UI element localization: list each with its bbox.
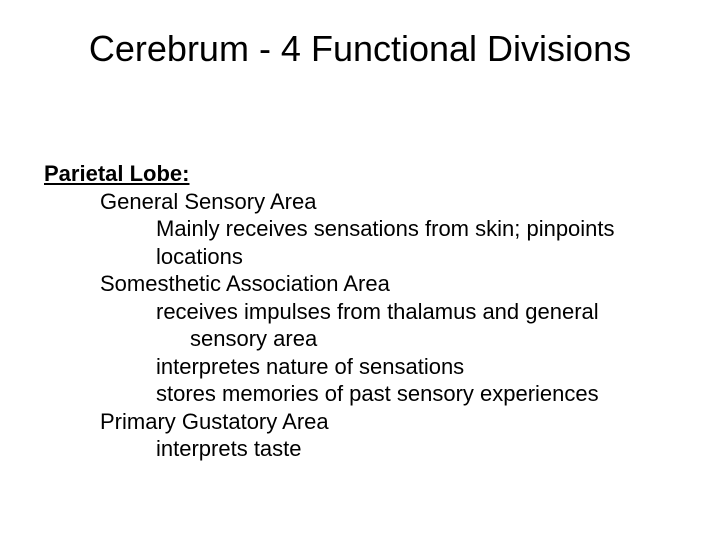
area-detail: sensory area <box>44 325 684 353</box>
lobe-header: Parietal Lobe: <box>44 160 684 188</box>
area-detail: interpretes nature of sensations <box>44 353 684 381</box>
area-name: Somesthetic Association Area <box>44 270 684 298</box>
slide: Cerebrum - 4 Functional Divisions Pariet… <box>0 0 720 540</box>
content-block: Parietal Lobe: General Sensory Area Main… <box>44 160 684 463</box>
area-detail: receives impulses from thalamus and gene… <box>44 298 684 326</box>
slide-title: Cerebrum - 4 Functional Divisions <box>0 28 720 70</box>
area-detail: interprets taste <box>44 435 684 463</box>
area-detail: Mainly receives sensations from skin; pi… <box>44 215 684 243</box>
area-detail: locations <box>44 243 684 271</box>
area-detail: stores memories of past sensory experien… <box>44 380 684 408</box>
area-name: Primary Gustatory Area <box>44 408 684 436</box>
area-name: General Sensory Area <box>44 188 684 216</box>
